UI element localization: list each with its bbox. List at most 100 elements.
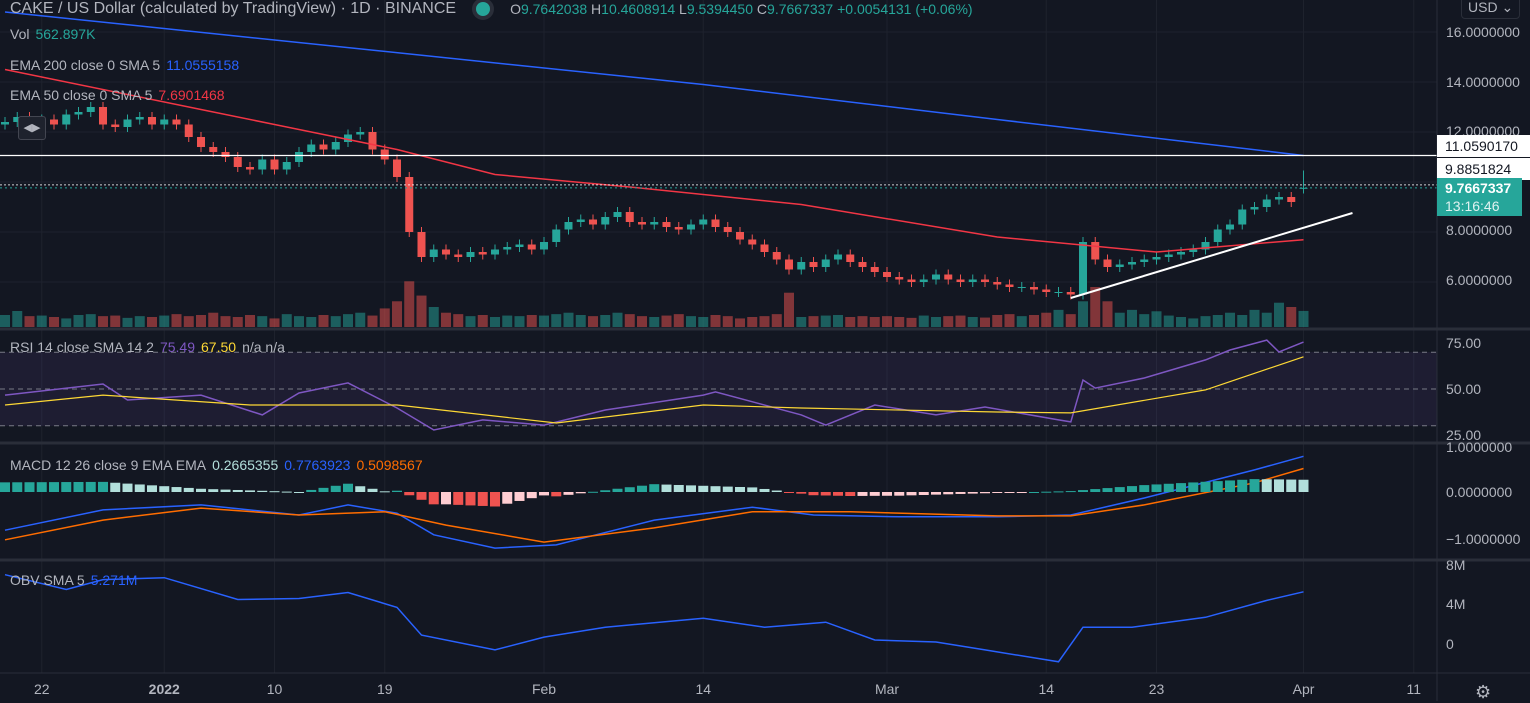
volume-legend[interactable]: Vol 562.897K bbox=[10, 26, 95, 42]
candle-body bbox=[564, 222, 573, 230]
candle bbox=[1042, 284, 1051, 297]
volume-bar bbox=[796, 317, 807, 327]
macd-histogram-bar bbox=[220, 489, 231, 492]
volume-bar bbox=[490, 317, 500, 327]
candle-body bbox=[674, 227, 683, 230]
candle-body bbox=[883, 272, 891, 277]
candle-body bbox=[772, 252, 781, 260]
candle-body bbox=[846, 254, 855, 262]
macd-tick: 1.0000000 bbox=[1446, 439, 1513, 455]
candles[interactable] bbox=[1, 102, 1308, 300]
macd-histogram-bar bbox=[931, 492, 941, 495]
candle bbox=[895, 272, 904, 285]
ema200-legend[interactable]: EMA 200 close 0 SMA 5 11.0555158 bbox=[10, 57, 239, 73]
macd-label: MACD 12 26 close 9 EMA EMA bbox=[10, 457, 207, 473]
candle bbox=[246, 162, 254, 175]
volume-bar bbox=[245, 315, 255, 327]
candle-body bbox=[1177, 252, 1185, 255]
candle-body bbox=[393, 159, 401, 177]
macd-histogram-bar bbox=[673, 484, 684, 492]
candle bbox=[1201, 237, 1210, 255]
obv-tick: 4M bbox=[1446, 596, 1466, 612]
settings-gear-icon[interactable]: ⚙ bbox=[1475, 682, 1492, 702]
macd-histogram-bar bbox=[820, 492, 831, 496]
volume-bar bbox=[441, 312, 451, 327]
candle-body bbox=[1164, 254, 1173, 257]
candle-body bbox=[809, 262, 818, 267]
rsi-legend[interactable]: RSI 14 close SMA 14 2 75.49 67.50 n/a n/… bbox=[10, 339, 285, 355]
candle bbox=[417, 227, 426, 262]
macd-histogram-bar bbox=[159, 486, 170, 492]
candle bbox=[540, 237, 548, 255]
candle bbox=[711, 214, 720, 232]
ema50-legend[interactable]: EMA 50 close 0 SMA 5 7.6901468 bbox=[10, 87, 225, 103]
rsi-tick: 75.00 bbox=[1446, 335, 1482, 351]
candle-body bbox=[197, 137, 205, 147]
volume-bar bbox=[992, 315, 1003, 327]
close-label: C bbox=[756, 1, 768, 17]
high-value: 10.4608914 bbox=[601, 1, 676, 17]
candle bbox=[944, 269, 953, 285]
candle bbox=[270, 154, 279, 175]
open-value: 9.7642038 bbox=[520, 1, 588, 17]
macd-histogram-bar bbox=[1041, 491, 1052, 493]
collapse-legend-button[interactable]: ◀▶ bbox=[18, 116, 46, 140]
volume-bar bbox=[857, 316, 868, 327]
macd-histogram-bar bbox=[600, 490, 611, 492]
macd-histogram-bar bbox=[379, 491, 390, 493]
time-tick: 14 bbox=[1038, 681, 1055, 697]
symbol-legend[interactable]: CAKE / US Dollar (calculated by TradingV… bbox=[10, 0, 973, 18]
macd-histogram-bar bbox=[649, 484, 660, 492]
candle bbox=[86, 102, 95, 117]
volume-bar bbox=[931, 317, 941, 327]
candle bbox=[1140, 254, 1149, 267]
volume-bar bbox=[833, 315, 843, 327]
macd-legend[interactable]: MACD 12 26 close 9 EMA EMA 0.2665355 0.7… bbox=[10, 457, 423, 473]
candle bbox=[148, 112, 156, 130]
candle-body bbox=[1128, 262, 1136, 265]
macd-tick: −1.0000000 bbox=[1446, 531, 1521, 547]
obv-legend[interactable]: OBV SMA 5 5.271M bbox=[10, 572, 137, 588]
volume-bar bbox=[1029, 315, 1039, 327]
macd-histogram-bar bbox=[465, 492, 476, 506]
macd-histogram-bar bbox=[12, 482, 23, 492]
macd-histogram-bar bbox=[171, 487, 182, 492]
candle-body bbox=[368, 132, 377, 150]
macd-histogram-bar bbox=[563, 492, 574, 495]
candle-body bbox=[797, 262, 806, 270]
volume-value: 562.897K bbox=[35, 26, 96, 42]
volume-bar bbox=[159, 315, 170, 327]
candle-body bbox=[405, 177, 414, 232]
macd-histogram-bar bbox=[24, 482, 35, 492]
macd-histogram-bar bbox=[1225, 480, 1235, 492]
volume-bar bbox=[980, 317, 990, 327]
candle bbox=[393, 154, 401, 182]
symbol-title[interactable]: CAKE / US Dollar (calculated by TradingV… bbox=[10, 0, 457, 17]
grid bbox=[0, 0, 1437, 673]
candle bbox=[491, 244, 499, 260]
macd-histogram-bar bbox=[208, 489, 219, 492]
volume-bar bbox=[1237, 315, 1248, 327]
drawings[interactable] bbox=[0, 154, 1437, 299]
candle bbox=[981, 274, 989, 287]
candle-body bbox=[380, 149, 389, 160]
candle-body bbox=[1030, 287, 1038, 290]
candle-body bbox=[331, 142, 340, 150]
macd-histogram-bar bbox=[1200, 481, 1211, 492]
candle bbox=[74, 107, 83, 120]
candle bbox=[184, 119, 193, 142]
trendline-drawing bbox=[1070, 212, 1353, 299]
candle bbox=[699, 214, 708, 230]
candle bbox=[638, 217, 646, 230]
candle bbox=[331, 137, 340, 155]
macd-histogram-bar bbox=[330, 485, 341, 492]
macd-histogram-bar bbox=[1078, 490, 1088, 492]
macd-tick: 0.0000000 bbox=[1446, 484, 1513, 500]
candle-body bbox=[858, 262, 867, 267]
candle-body bbox=[491, 249, 499, 255]
currency-dropdown[interactable]: USD ⌄ bbox=[1461, 0, 1521, 19]
candle bbox=[552, 224, 561, 247]
macd-histogram-bar bbox=[624, 487, 635, 492]
